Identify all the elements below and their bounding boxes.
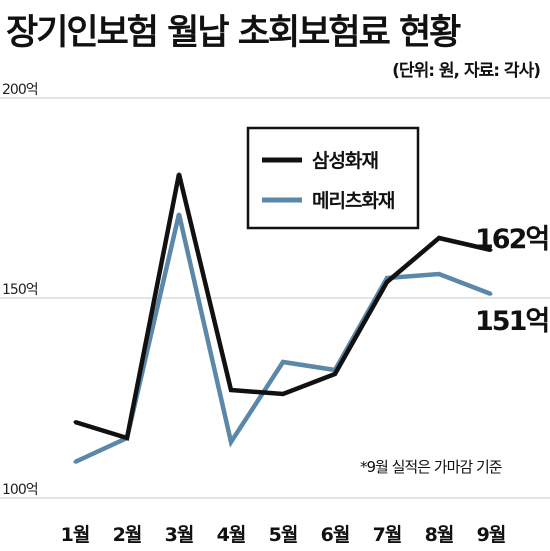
x-tick-label: 2월	[113, 524, 142, 546]
data-point-meritz	[437, 272, 441, 276]
y-tick-label: 150억	[2, 282, 38, 298]
data-point-samsung	[281, 392, 285, 396]
data-point-meritz	[281, 360, 285, 364]
gridlines	[0, 97, 550, 499]
unit-source-note: (단위: 원, 자료: 각사)	[392, 61, 541, 81]
x-tick-label: 9월	[477, 524, 506, 546]
chart-title: 장기인보험 월납 초회보험료 현황	[6, 13, 461, 53]
x-tick-label: 8월	[425, 524, 454, 546]
data-point-meritz	[177, 212, 181, 216]
y-tick-label: 200억	[2, 82, 38, 98]
data-point-samsung	[177, 172, 181, 176]
end-value-label: 162억	[475, 224, 548, 255]
data-point-meritz	[229, 440, 233, 444]
footnote: *9월 실적은 가마감 기준	[360, 458, 503, 476]
x-tick-label: 5월	[269, 524, 298, 546]
legend-box	[246, 126, 420, 230]
x-tick-label: 4월	[217, 524, 246, 546]
end-value-label: 151억	[475, 306, 548, 337]
x-tick-label: 3월	[165, 524, 194, 546]
y-axis-ticks: 200억 150억 100억	[2, 82, 39, 498]
data-point-meritz	[73, 460, 77, 464]
data-point-samsung	[385, 280, 389, 284]
data-point-samsung	[229, 388, 233, 392]
x-tick-label: 1월	[61, 524, 90, 546]
series-line-meritz	[74, 213, 492, 465]
x-tick-label: 6월	[321, 524, 350, 546]
x-tick-label: 7월	[373, 524, 402, 546]
legend-label-meritz: 메리츠화재	[312, 190, 394, 212]
data-point-samsung	[125, 436, 129, 440]
data-point-meritz	[489, 292, 493, 296]
y-tick-label: 100억	[2, 482, 38, 498]
data-point-samsung	[437, 236, 441, 240]
data-point-samsung	[489, 248, 493, 252]
legend: 삼성화재 메리츠화재	[246, 126, 420, 230]
data-point-samsung	[333, 372, 337, 376]
legend-label-samsung: 삼성화재	[312, 150, 378, 172]
data-point-samsung	[73, 420, 77, 424]
